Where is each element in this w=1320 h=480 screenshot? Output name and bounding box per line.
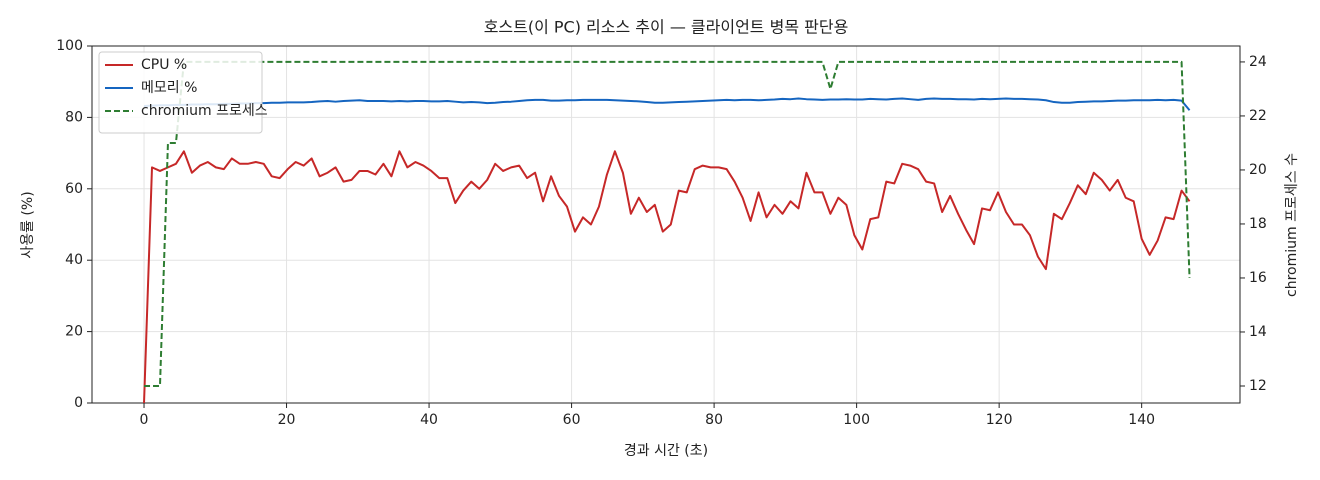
legend-label: chromium 프로세스 [141, 103, 268, 119]
legend-label: CPU % [141, 57, 187, 73]
x-tick-label: 40 [420, 412, 438, 428]
x-tick-label: 60 [563, 412, 581, 428]
x-axis-label: 경과 시간 (초) [624, 443, 708, 459]
x-tick-label: 100 [843, 412, 870, 428]
y2-tick-label: 20 [1249, 162, 1267, 178]
legend-box [98, 51, 263, 134]
x-tick-label: 140 [1128, 412, 1155, 428]
legend-label: 메모리 % [141, 80, 197, 96]
y-tick-label: 0 [74, 395, 83, 411]
x-tick-label: 20 [278, 412, 296, 428]
plot-frame [91, 45, 1241, 404]
series-line [143, 150, 1191, 404]
y-tick-label: 100 [56, 38, 83, 54]
y2-tick-label: 22 [1249, 108, 1267, 124]
chart-title: 호스트(이 PC) 리소스 추이 — 클라이언트 병목 판단용 [484, 18, 849, 37]
y2-tick-label: 16 [1249, 270, 1267, 286]
series-line [143, 97, 1191, 111]
y-tick-label: 60 [65, 181, 83, 197]
y2-tick-label: 18 [1249, 216, 1267, 232]
x-tick-label: 80 [705, 412, 723, 428]
series-line [144, 60, 1191, 387]
y2-tick-label: 24 [1249, 54, 1267, 70]
legend: CPU % 메모리 % chromium 프로세스 [98, 51, 268, 134]
y-tick-label: 20 [65, 324, 83, 340]
y2-tick-label: 14 [1249, 324, 1267, 340]
y-tick-label: 40 [65, 252, 83, 268]
y-tick-label: 80 [65, 109, 83, 125]
x-tick-label: 0 [140, 412, 149, 428]
x-tick-label: 120 [986, 412, 1013, 428]
y2-axis-label: chromium 프로세스 수 [1284, 153, 1300, 297]
y2-tick-label: 12 [1249, 378, 1267, 394]
y-axis-label: 사용률 (%) [20, 191, 36, 258]
